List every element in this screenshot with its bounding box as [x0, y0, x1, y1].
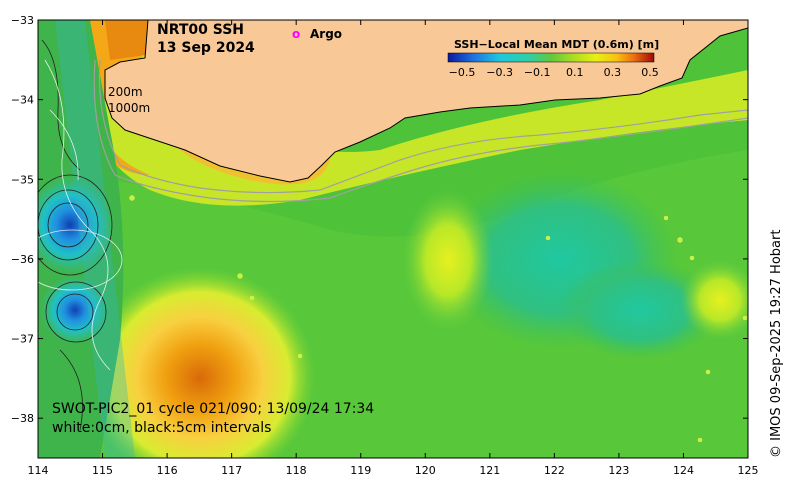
x-axis-tick-labels: 114 115 116 117 118 119 120 121 122 123 124 125	[28, 464, 759, 477]
x-tick-label: 123	[608, 464, 629, 477]
plot-frame	[37, 19, 749, 459]
y-tick-label: −36	[11, 253, 34, 266]
depth-label-200m: 200m	[108, 85, 143, 99]
colorbar	[447, 52, 655, 63]
colorbar-tick-label: −0.5	[449, 66, 476, 79]
x-tick-label: 124	[673, 464, 694, 477]
colorbar-tick-label: 0.1	[566, 66, 584, 79]
x-tick-label: 119	[350, 464, 371, 477]
y-tick-label: −37	[11, 333, 34, 346]
y-tick-label: −33	[11, 14, 34, 27]
contour-lines-black	[38, 39, 113, 431]
y-axis-ticks	[38, 19, 748, 419]
depth-label-1000m: 1000m	[108, 101, 150, 115]
x-tick-label: 114	[28, 464, 49, 477]
swot-caption-line2: white:0cm, black:5cm intervals	[52, 420, 271, 436]
x-tick-label: 125	[738, 464, 759, 477]
argo-legend-marker: o	[292, 27, 300, 41]
argo-markers	[129, 195, 748, 443]
x-tick-label: 120	[415, 464, 436, 477]
y-tick-label: −34	[11, 94, 34, 107]
swot-caption-line1: SWOT-PIC2_01 cycle 021/090; 13/09/24 17:…	[52, 401, 374, 417]
credit-text: © IMOS 09-Sep-2025 19:27 Hobart	[769, 230, 784, 458]
isobaths	[93, 59, 748, 203]
x-tick-label: 122	[544, 464, 565, 477]
x-tick-label: 115	[92, 464, 113, 477]
y-axis-tick-labels: −33 −34 −35 −36 −37 −38	[11, 14, 34, 425]
map-title-line2: 13 Sep 2024	[157, 40, 255, 56]
y-tick-label: −35	[11, 173, 34, 186]
colorbar-title: SSH−Local Mean MDT (0.6m) [m]	[454, 38, 659, 51]
swot-swath	[55, 20, 135, 458]
map-title-line1: NRT00 SSH	[157, 22, 244, 38]
argo-legend-label: Argo	[310, 27, 342, 41]
map-field	[38, 20, 748, 458]
contour-lines-white	[38, 59, 123, 371]
y-tick-label: −38	[11, 412, 34, 425]
x-tick-label: 121	[479, 464, 500, 477]
colorbar-tick-label: −0.3	[486, 66, 513, 79]
colorbar-tick-labels: −0.5 −0.3 −0.1 0.1 0.3 0.5	[449, 66, 659, 79]
colorbar-tick-label: 0.3	[604, 66, 622, 79]
colorbar-tick-label: −0.1	[524, 66, 551, 79]
x-axis-ticks	[37, 20, 749, 458]
x-tick-label: 117	[221, 464, 242, 477]
colorbar-tick-label: 0.5	[641, 66, 659, 79]
x-tick-label: 116	[157, 464, 178, 477]
x-tick-label: 118	[286, 464, 307, 477]
